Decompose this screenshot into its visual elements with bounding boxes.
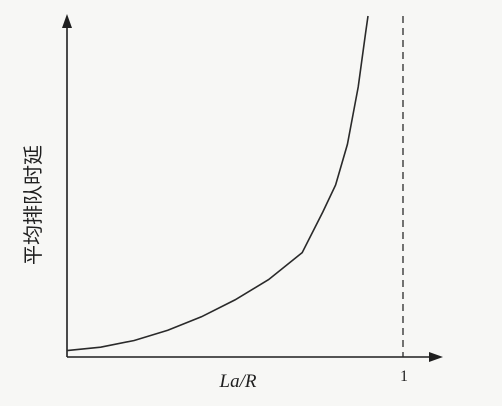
x-tick-label: 1 [400,368,408,385]
delay-curve [66,15,369,352]
x-axis-arrow [429,352,443,362]
y-axis-arrow [62,14,72,28]
x-axis-label: La/R [219,371,257,392]
y-axis-label: 平均排队时延 [21,145,45,265]
